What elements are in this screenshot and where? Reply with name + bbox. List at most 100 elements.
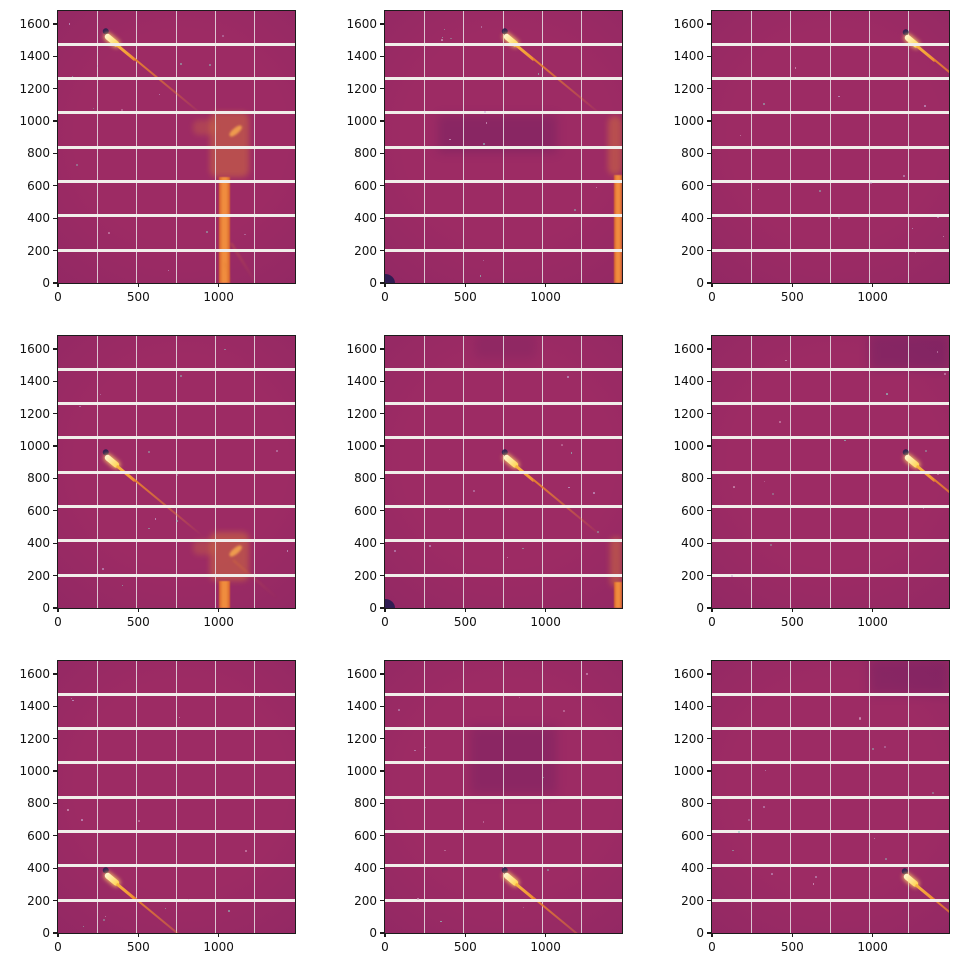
x-axis-tick bbox=[137, 608, 139, 612]
hot-pixel-speckle bbox=[122, 584, 124, 586]
y-axis-tick bbox=[380, 152, 384, 155]
y-axis-tick bbox=[380, 445, 384, 447]
axes-frame: 0 200 400 600 800 1000 1200 1400 1600 0 500 1000 bbox=[346, 10, 623, 304]
y-tick-label: 200 bbox=[27, 893, 50, 908]
hot-pixel-speckle bbox=[480, 25, 483, 28]
x-tick-label: 1000 bbox=[203, 290, 234, 304]
module-gap-line bbox=[385, 573, 622, 577]
hot-pixel-speckle bbox=[593, 492, 596, 494]
hot-pixel-speckle bbox=[912, 228, 914, 230]
y-axis-tick bbox=[53, 348, 57, 350]
axes-frame: 0 200 400 600 800 1000 1200 1400 1600 0 500 1000 bbox=[673, 335, 950, 629]
beamstop-column bbox=[218, 176, 231, 283]
y-tick-label: 1600 bbox=[673, 16, 704, 31]
module-gap-line bbox=[712, 761, 949, 765]
module-gap-line bbox=[385, 436, 622, 440]
y-tick-label: 1000 bbox=[19, 764, 50, 779]
y-tick-label: 1000 bbox=[673, 114, 704, 129]
module-gap-line bbox=[58, 77, 295, 80]
module-gap-line bbox=[712, 402, 949, 405]
diffraction-streak bbox=[101, 866, 206, 933]
detector-panel-r0c2: 0 200 400 600 800 1000 1200 1400 1600 0 500 1000 bbox=[673, 10, 950, 304]
detector-panel-r2c1: 0 200 400 600 800 1000 1200 1400 1600 0 500 1000 bbox=[346, 660, 623, 954]
beamstop-column bbox=[613, 174, 622, 283]
module-gap-line bbox=[58, 504, 295, 508]
dark-shade-patch bbox=[474, 336, 537, 359]
y-axis-tick bbox=[53, 835, 57, 837]
y-tick-label: 1200 bbox=[346, 731, 377, 746]
hot-pixel-speckle bbox=[574, 209, 576, 212]
hot-pixel-speckle bbox=[737, 830, 741, 833]
y-axis-tick bbox=[380, 88, 384, 90]
module-gap-line bbox=[58, 692, 295, 696]
y-tick-label: 0 bbox=[369, 926, 377, 940]
y-tick-label: 1000 bbox=[346, 439, 377, 454]
module-gap-line bbox=[58, 898, 295, 902]
y-axis-tick bbox=[380, 673, 384, 675]
hot-pixel-speckle bbox=[148, 451, 151, 454]
y-axis-tick bbox=[380, 120, 384, 122]
module-gap-line bbox=[58, 761, 295, 765]
hot-pixel-speckle bbox=[747, 819, 750, 822]
diffraction-streak bbox=[101, 447, 206, 541]
hot-pixel-speckle bbox=[179, 716, 181, 718]
y-tick-label: 1400 bbox=[19, 374, 50, 389]
x-tick-label: 0 bbox=[54, 290, 62, 304]
module-gap-line bbox=[385, 145, 622, 149]
hot-pixel-speckle bbox=[167, 269, 170, 272]
hot-pixel-speckle bbox=[483, 142, 486, 145]
module-gap-line bbox=[385, 470, 622, 474]
module-gap-line bbox=[58, 145, 295, 149]
y-tick-label: 1000 bbox=[673, 439, 704, 454]
y-axis-tick bbox=[380, 575, 384, 577]
detector-image bbox=[385, 336, 622, 608]
hot-pixel-speckle bbox=[253, 470, 255, 473]
y-axis-tick bbox=[707, 152, 711, 155]
hot-pixel-speckle bbox=[417, 898, 419, 900]
hot-pixel-speckle bbox=[473, 490, 475, 492]
y-axis-tick bbox=[707, 510, 711, 512]
hot-pixel-speckle bbox=[275, 449, 278, 452]
y-tick-label: 200 bbox=[354, 893, 377, 908]
y-tick-label: 800 bbox=[354, 796, 377, 811]
y-axis-tick bbox=[53, 673, 57, 675]
hot-pixel-speckle bbox=[227, 910, 230, 913]
y-axis-tick bbox=[53, 445, 57, 447]
y-tick-label: 800 bbox=[27, 471, 50, 486]
hot-pixel-speckle bbox=[562, 710, 565, 713]
y-axis-tick bbox=[380, 932, 384, 934]
y-tick-label: 400 bbox=[354, 536, 377, 551]
y-tick-label: 1600 bbox=[19, 16, 50, 31]
y-tick-label: 1400 bbox=[346, 699, 377, 714]
hot-pixel-speckle bbox=[102, 919, 105, 922]
hot-pixel-speckle bbox=[596, 186, 598, 188]
module-gap-line bbox=[712, 692, 949, 696]
y-tick-label: 600 bbox=[681, 178, 704, 193]
module-gap-line bbox=[385, 111, 622, 115]
y-axis-tick bbox=[707, 120, 711, 122]
hot-pixel-speckle bbox=[245, 850, 248, 853]
hot-pixel-speckle bbox=[937, 216, 939, 218]
y-axis-tick bbox=[53, 705, 57, 707]
module-gap-line bbox=[58, 214, 295, 218]
hot-pixel-speckle bbox=[537, 73, 540, 75]
y-axis-tick bbox=[380, 250, 384, 252]
y-tick-label: 800 bbox=[354, 471, 377, 486]
hot-pixel-speckle bbox=[81, 819, 83, 821]
x-axis-tick bbox=[711, 283, 713, 287]
x-tick-label: 0 bbox=[54, 615, 62, 629]
module-gap-line bbox=[385, 367, 622, 371]
y-axis-tick bbox=[380, 542, 384, 544]
hot-pixel-speckle bbox=[731, 575, 733, 577]
x-axis-tick bbox=[384, 933, 386, 937]
y-tick-label: 200 bbox=[681, 893, 704, 908]
hot-pixel-speckle bbox=[82, 925, 84, 928]
hot-pixel-speckle bbox=[444, 849, 446, 852]
y-tick-label: 800 bbox=[681, 471, 704, 486]
beamstop-column bbox=[218, 581, 231, 608]
y-tick-label: 1200 bbox=[346, 81, 377, 96]
y-tick-label: 400 bbox=[681, 861, 704, 876]
hot-pixel-speckle bbox=[70, 697, 73, 700]
hot-pixel-speckle bbox=[769, 544, 772, 547]
y-axis-tick bbox=[707, 88, 711, 90]
